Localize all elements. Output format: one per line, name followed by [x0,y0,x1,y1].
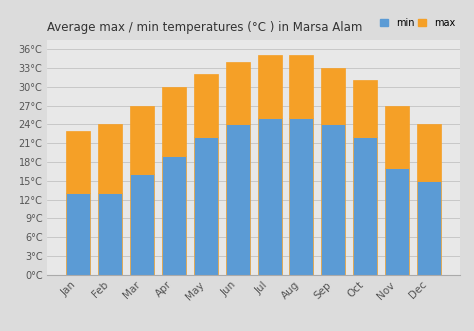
Bar [226,62,250,124]
Bar [290,118,313,275]
Bar [130,174,154,275]
Bar [162,156,186,275]
Bar [226,124,250,275]
Legend: min, max: min, max [376,14,459,32]
Bar [385,106,409,168]
Bar [417,181,441,275]
Bar [98,193,122,275]
Bar [66,193,90,275]
Bar [290,55,313,118]
Bar [98,124,122,193]
Bar [162,87,186,156]
Bar [194,137,218,275]
Bar [66,131,90,193]
Bar [385,168,409,275]
Bar [130,106,154,174]
Bar [353,137,377,275]
Text: Average max / min temperatures (°C ) in Marsa Alam: Average max / min temperatures (°C ) in … [47,22,363,34]
Bar [321,124,346,275]
Bar [257,55,282,118]
Bar [417,124,441,181]
Bar [257,118,282,275]
Bar [194,74,218,137]
Bar [321,68,346,124]
Bar [353,80,377,137]
